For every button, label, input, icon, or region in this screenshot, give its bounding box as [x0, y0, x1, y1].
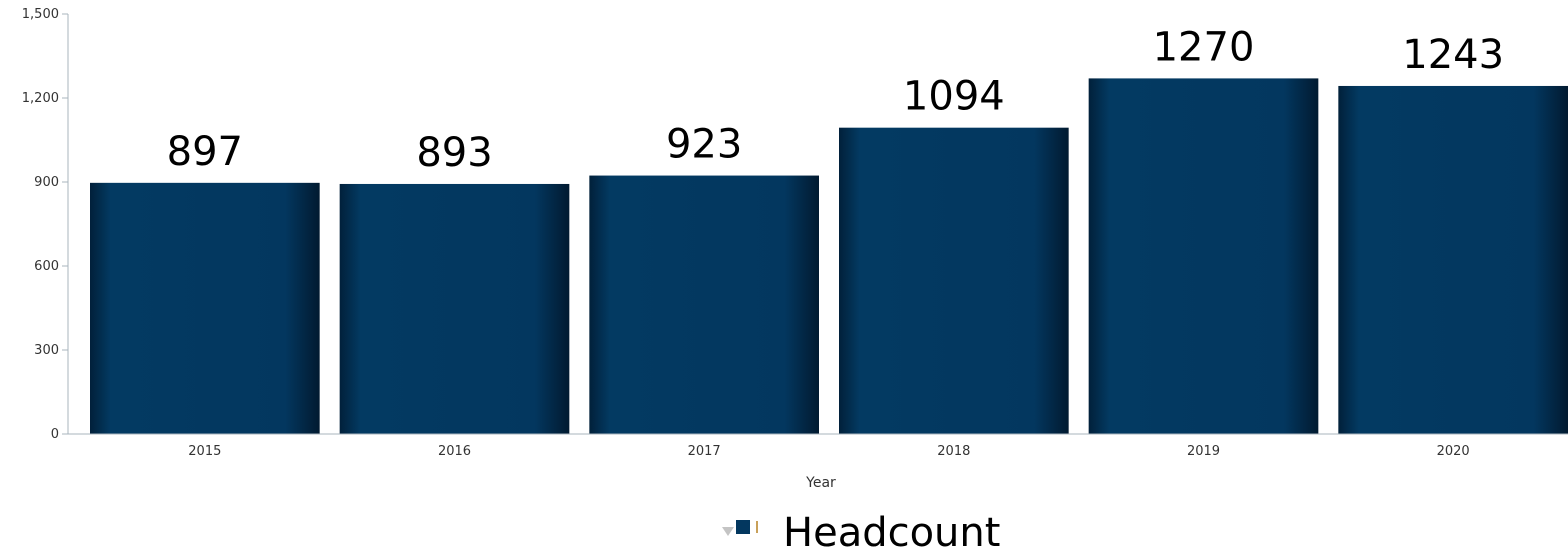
y-ticks: 0 300 600 900 1,200 1,500	[22, 7, 68, 442]
data-label-2019: 1270	[1153, 24, 1255, 70]
y-tick-label: 300	[34, 343, 59, 358]
bar-2016	[339, 183, 570, 434]
x-axis: 2015 2016 2017 2018 2019 2020 Year	[68, 433, 1568, 491]
data-label-2016: 893	[416, 130, 492, 176]
legend: Headcount	[722, 510, 1000, 549]
x-tick-label: 2015	[188, 444, 221, 459]
legend-label-headcount: Headcount	[783, 510, 1000, 549]
bar-2018	[839, 127, 1069, 435]
x-tick-label: 2019	[1187, 444, 1220, 459]
bar-2017	[589, 175, 819, 434]
y-tick-label: 600	[34, 259, 59, 274]
y-tick-label: 0	[51, 427, 59, 442]
x-tick-label: 2017	[688, 444, 721, 459]
bar-2020	[1338, 85, 1568, 435]
y-tick-label: 900	[34, 175, 59, 190]
y-tick-label: 1,200	[22, 91, 59, 106]
x-tick-label: 2020	[1437, 444, 1470, 459]
x-axis-title: Year	[805, 475, 836, 491]
data-label-2020: 1243	[1402, 32, 1504, 78]
bar-2015	[90, 182, 320, 434]
x-tick-label: 2016	[438, 444, 471, 459]
y-tick-label: 1,500	[22, 7, 59, 22]
y-axis: 0 300 600 900 1,200 1,500	[22, 7, 69, 442]
legend-swatch-marker	[756, 521, 758, 533]
legend-swatch-headcount	[736, 520, 750, 534]
x-tick-label: 2018	[937, 444, 970, 459]
legend-collapse-arrow-icon[interactable]	[722, 527, 734, 536]
x-ticks: 2015 2016 2017 2018 2019 2020	[188, 444, 1469, 459]
data-label-2017: 923	[666, 122, 742, 168]
data-label-2018: 1094	[903, 74, 1005, 120]
data-labels: 897 893 923 1094 1270 1243	[167, 24, 1504, 176]
data-label-2015: 897	[167, 129, 243, 175]
bars	[90, 78, 1568, 435]
bar-2019	[1088, 78, 1319, 435]
